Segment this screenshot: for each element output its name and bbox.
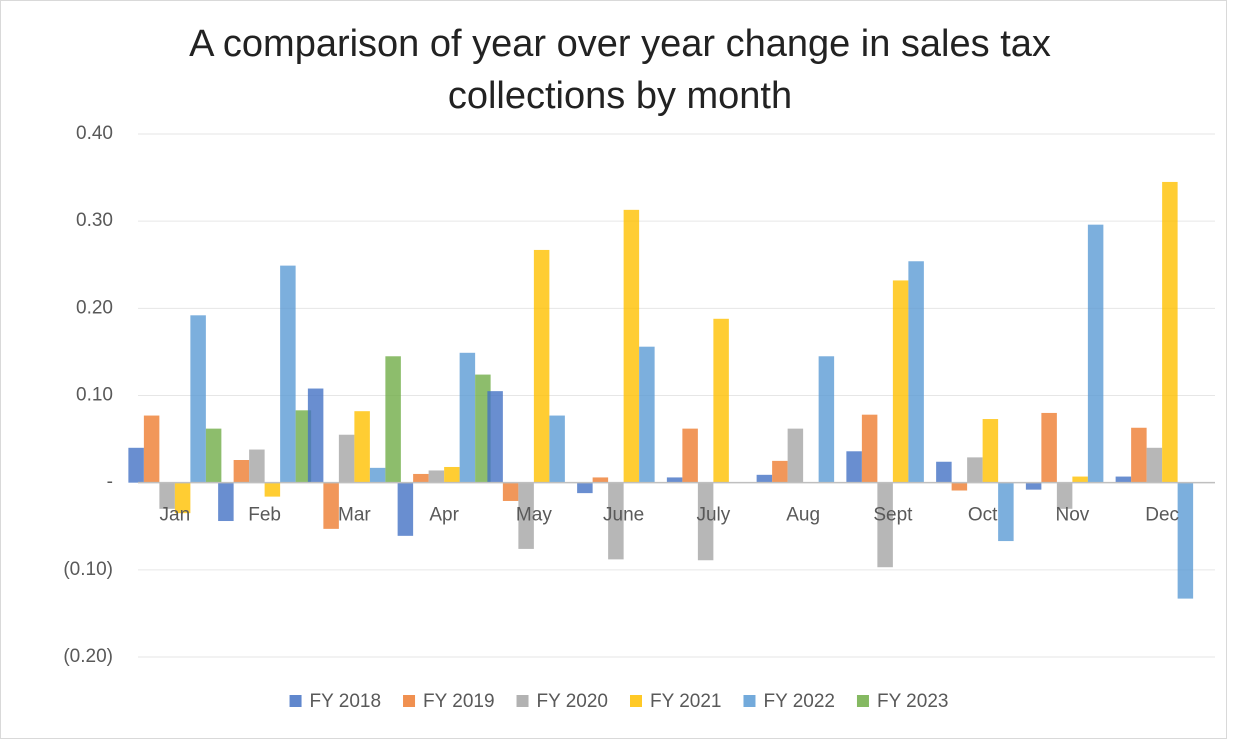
legend-label: FY 2023 [877, 691, 948, 712]
y-tick-label: 0.30 [76, 210, 113, 231]
chart-title: A comparison of year over year change in… [189, 23, 1051, 117]
bar [951, 482, 968, 491]
x-tick-label: Aug [786, 505, 820, 526]
bar [697, 482, 714, 561]
bar [608, 482, 624, 560]
bar [1131, 427, 1147, 483]
x-tick-label: May [516, 505, 552, 526]
bar [338, 434, 355, 483]
bar [1025, 482, 1042, 490]
x-tick-label: Jan [160, 505, 191, 526]
bar [533, 249, 550, 483]
bar [936, 461, 952, 483]
x-tick-label: Dec [1145, 505, 1179, 526]
bar [459, 352, 476, 483]
y-tick-label: 0.10 [76, 385, 113, 406]
x-tick-label: Nov [1055, 505, 1089, 526]
x-tick-label: Apr [429, 505, 459, 526]
bar [982, 419, 999, 483]
legend-label: FY 2021 [650, 691, 721, 712]
legend-swatch [289, 695, 302, 707]
bar [577, 482, 593, 494]
bar [623, 209, 640, 483]
bar [413, 473, 429, 483]
bar [518, 482, 534, 549]
bar [428, 470, 445, 483]
bar [280, 265, 296, 483]
bar [385, 356, 401, 483]
bar [475, 374, 491, 483]
bar [323, 482, 339, 529]
bar [159, 482, 175, 509]
y-tick-label: - [107, 472, 113, 493]
bar [682, 428, 698, 483]
bar [846, 451, 862, 483]
bar [354, 411, 370, 483]
y-tick-label: (0.10) [63, 559, 113, 580]
bar [174, 482, 191, 514]
x-tick-label: Oct [968, 505, 998, 526]
legend-swatch [630, 695, 642, 707]
y-tick-label: (0.20) [63, 646, 113, 667]
bar [307, 388, 324, 483]
bar [639, 346, 655, 483]
y-tick-label: 0.20 [76, 297, 113, 318]
bar [444, 466, 460, 483]
bar [772, 460, 788, 483]
bar [592, 477, 609, 483]
legend-label: FY 2018 [310, 691, 381, 712]
bar [756, 474, 773, 483]
bar [1115, 476, 1132, 483]
legend-swatch [856, 695, 869, 707]
bar [233, 460, 250, 483]
x-tick-label: Mar [338, 505, 371, 526]
bar [1072, 476, 1088, 483]
bar [1041, 412, 1057, 483]
legend-swatch [743, 695, 756, 707]
bar [787, 428, 804, 483]
y-tick-label: 0.40 [76, 123, 113, 144]
bar [861, 414, 878, 483]
bar [713, 318, 729, 483]
bar [205, 428, 222, 483]
bar [549, 415, 565, 483]
bar [1146, 447, 1163, 483]
bar [190, 315, 206, 483]
x-tick-label: Sept [873, 505, 913, 526]
bar [998, 482, 1014, 542]
bar [128, 447, 144, 483]
legend-label: FY 2019 [423, 691, 494, 712]
bar [143, 415, 160, 483]
bar [892, 280, 909, 483]
x-tick-label: July [696, 505, 730, 526]
bar [487, 391, 503, 483]
legend-label: FY 2022 [763, 691, 834, 712]
bar [1177, 482, 1194, 599]
x-tick-label: Feb [248, 505, 281, 526]
bar [397, 482, 414, 536]
legend-swatch [516, 695, 529, 707]
bar [818, 356, 835, 483]
bar [369, 467, 386, 483]
bar [1162, 181, 1178, 483]
bar [967, 457, 983, 483]
bar [908, 261, 924, 483]
legend-label: FY 2020 [537, 691, 608, 712]
bar [877, 482, 893, 568]
bar [1056, 482, 1073, 509]
bar [218, 482, 234, 522]
legend-swatch [403, 695, 416, 707]
bar [264, 482, 281, 497]
bar [1087, 224, 1104, 483]
x-tick-label: June [603, 505, 644, 526]
bar [249, 449, 265, 483]
bar [295, 410, 312, 483]
bar [666, 477, 683, 483]
bar [502, 482, 519, 501]
